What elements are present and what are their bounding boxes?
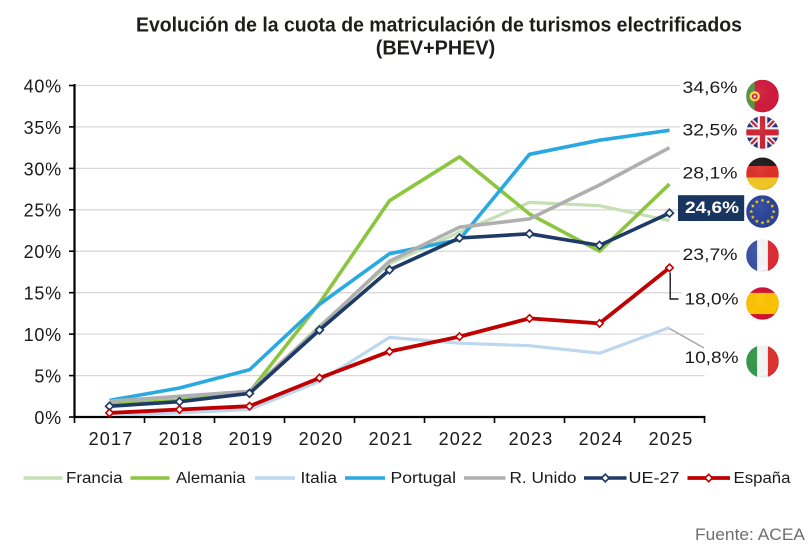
svg-text:Alemania: Alemania <box>176 470 246 487</box>
svg-text:(BEV+PHEV): (BEV+PHEV) <box>376 38 496 60</box>
svg-text:2018: 2018 <box>159 429 204 449</box>
svg-text:Evolución de la cuota de matri: Evolución de la cuota de matriculación d… <box>136 15 742 37</box>
svg-text:18,0%: 18,0% <box>685 290 739 309</box>
svg-text:25%: 25% <box>24 201 62 221</box>
svg-text:Italia: Italia <box>301 470 338 487</box>
svg-text:24,6%: 24,6% <box>685 198 739 217</box>
svg-text:28,1%: 28,1% <box>683 164 738 183</box>
svg-text:23,7%: 23,7% <box>683 245 738 264</box>
svg-text:Fuente: ACEA: Fuente: ACEA <box>695 525 806 544</box>
svg-text:España: España <box>734 470 791 487</box>
svg-text:10,8%: 10,8% <box>685 348 739 367</box>
svg-text:R. Unido: R. Unido <box>510 470 577 487</box>
svg-text:2020: 2020 <box>299 429 344 449</box>
svg-text:2024: 2024 <box>579 429 624 449</box>
svg-text:Portugal: Portugal <box>391 470 457 487</box>
svg-text:2019: 2019 <box>229 429 274 449</box>
svg-text:UE-27: UE-27 <box>629 470 680 487</box>
svg-text:40%: 40% <box>24 76 62 96</box>
svg-text:32,5%: 32,5% <box>683 120 738 139</box>
svg-text:2017: 2017 <box>89 429 134 449</box>
svg-text:5%: 5% <box>34 366 62 386</box>
svg-text:20%: 20% <box>24 242 62 262</box>
svg-text:35%: 35% <box>24 118 62 138</box>
svg-text:Francia: Francia <box>66 470 123 487</box>
svg-text:15%: 15% <box>24 284 62 304</box>
svg-text:34,6%: 34,6% <box>683 78 738 97</box>
svg-text:2023: 2023 <box>509 429 554 449</box>
svg-text:2025: 2025 <box>649 429 694 449</box>
svg-text:30%: 30% <box>24 159 62 179</box>
svg-text:0%: 0% <box>34 408 62 428</box>
svg-text:2021: 2021 <box>369 429 414 449</box>
svg-text:2022: 2022 <box>439 429 484 449</box>
svg-text:10%: 10% <box>24 325 62 345</box>
